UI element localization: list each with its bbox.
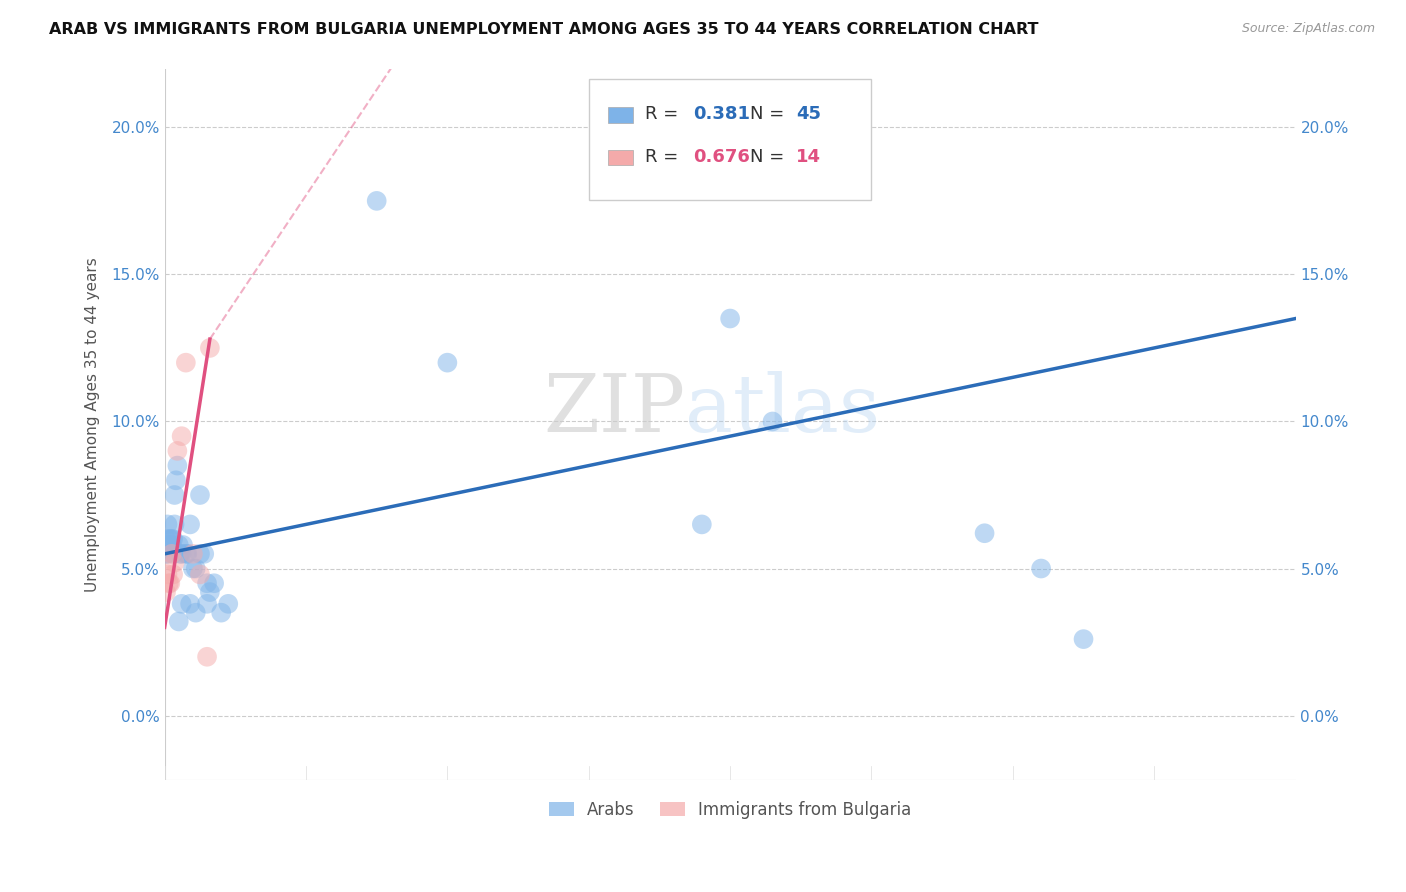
Text: 0.381: 0.381 — [693, 105, 749, 123]
Point — [198, 341, 221, 355]
Point — [179, 517, 201, 532]
Text: 0.676: 0.676 — [693, 148, 749, 166]
Point — [195, 597, 218, 611]
Point — [162, 547, 184, 561]
Text: Source: ZipAtlas.com: Source: ZipAtlas.com — [1241, 22, 1375, 36]
Point — [973, 526, 995, 541]
Point — [193, 547, 215, 561]
Text: 14: 14 — [796, 148, 821, 166]
Point — [159, 576, 181, 591]
Point — [162, 532, 184, 546]
Point — [188, 547, 211, 561]
Point — [1029, 561, 1052, 575]
Point — [163, 556, 186, 570]
Point — [167, 615, 190, 629]
Point — [160, 538, 183, 552]
Point — [155, 532, 177, 546]
Point — [174, 356, 197, 370]
Point — [155, 547, 177, 561]
Point — [170, 547, 193, 561]
Point — [195, 649, 218, 664]
Y-axis label: Unemployment Among Ages 35 to 44 years: Unemployment Among Ages 35 to 44 years — [86, 257, 100, 591]
Point — [162, 567, 184, 582]
Point — [718, 311, 741, 326]
Point — [366, 194, 388, 208]
Point — [195, 576, 218, 591]
Point — [188, 488, 211, 502]
Point — [1073, 632, 1095, 647]
FancyBboxPatch shape — [607, 150, 633, 165]
Point — [166, 458, 188, 473]
Point — [690, 517, 713, 532]
Text: atlas: atlas — [685, 371, 880, 450]
Point — [156, 517, 179, 532]
Point — [181, 547, 204, 561]
Point — [202, 576, 225, 591]
Text: R =: R = — [645, 148, 685, 166]
Point — [188, 567, 211, 582]
Point — [156, 547, 179, 561]
Point — [167, 538, 190, 552]
Point — [157, 538, 180, 552]
Point — [166, 443, 188, 458]
Point — [181, 561, 204, 575]
Point — [170, 429, 193, 443]
Text: N =: N = — [751, 148, 790, 166]
Point — [169, 547, 191, 561]
Text: ZIP: ZIP — [543, 371, 685, 450]
Point — [436, 356, 458, 370]
Point — [163, 488, 186, 502]
Point — [761, 414, 783, 428]
Point — [184, 606, 207, 620]
Point — [159, 532, 181, 546]
Point — [217, 597, 239, 611]
Point — [198, 585, 221, 599]
Point — [160, 532, 183, 546]
Point — [184, 561, 207, 575]
FancyBboxPatch shape — [589, 79, 872, 200]
Text: N =: N = — [751, 105, 790, 123]
Text: ARAB VS IMMIGRANTS FROM BULGARIA UNEMPLOYMENT AMONG AGES 35 TO 44 YEARS CORRELAT: ARAB VS IMMIGRANTS FROM BULGARIA UNEMPLO… — [49, 22, 1039, 37]
Point — [179, 597, 201, 611]
Text: 45: 45 — [796, 105, 821, 123]
Point — [165, 473, 187, 487]
Point — [160, 547, 183, 561]
Point — [155, 585, 177, 599]
Point — [156, 567, 179, 582]
Point — [157, 532, 180, 546]
Point — [174, 547, 197, 561]
Point — [172, 538, 194, 552]
Point — [163, 517, 186, 532]
Point — [157, 576, 180, 591]
Point — [209, 606, 232, 620]
Point — [176, 547, 198, 561]
Legend: Arabs, Immigrants from Bulgaria: Arabs, Immigrants from Bulgaria — [543, 794, 918, 825]
Text: R =: R = — [645, 105, 685, 123]
Point — [170, 597, 193, 611]
FancyBboxPatch shape — [607, 107, 633, 122]
